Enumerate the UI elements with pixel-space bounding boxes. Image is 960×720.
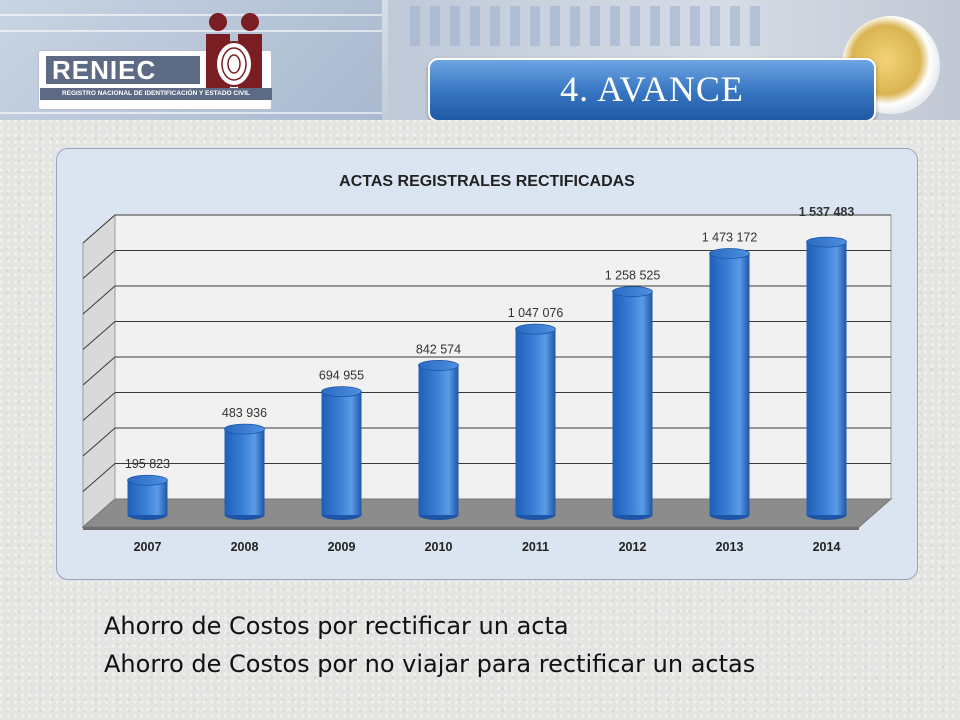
bar xyxy=(224,429,265,515)
x-tick-label: 2012 xyxy=(619,540,647,554)
x-tick-label: 2011 xyxy=(522,540,549,554)
bar-top xyxy=(321,386,362,398)
bar xyxy=(612,291,653,515)
chart-floor-edge xyxy=(83,527,859,530)
bar-top xyxy=(224,423,265,435)
logo-wordmark: RENIEC xyxy=(46,56,200,84)
gridline-side xyxy=(82,356,116,386)
bar xyxy=(418,365,459,515)
bar-top xyxy=(709,248,750,259)
x-tick-label: 2014 xyxy=(813,540,841,554)
bar-top xyxy=(612,286,653,298)
data-label: 1 258 525 xyxy=(605,269,661,283)
gridline-side xyxy=(82,427,116,457)
chart-floor xyxy=(81,498,893,528)
bar-top xyxy=(127,474,168,486)
bar xyxy=(127,480,168,515)
logo-subtitle: REGISTRO NACIONAL DE IDENTIFICACIÓN Y ES… xyxy=(40,88,272,100)
bar-top xyxy=(806,236,847,248)
gridline-side xyxy=(82,285,116,315)
bar-chart: ACTAS REGISTRALES RECTIFICADAS 195 823 200… xyxy=(81,173,893,554)
gridline-side xyxy=(82,392,116,421)
gridline-side xyxy=(82,321,116,350)
chart-title: ACTAS REGISTRALES RECTIFICADAS xyxy=(339,173,635,190)
bar xyxy=(515,329,556,515)
data-label: 1 047 076 xyxy=(508,306,564,320)
fingerprint-logo-icon xyxy=(206,13,262,88)
gridline-side xyxy=(82,214,116,244)
x-tick-label: 2009 xyxy=(328,540,356,554)
gridline-side xyxy=(82,250,116,279)
pixel-pattern-decoration xyxy=(410,6,770,46)
caption-savings-rectify: Ahorro de Costos por rectificar un acta xyxy=(104,612,569,640)
chart-panel: ACTAS REGISTRALES RECTIFICADAS 195 823 200… xyxy=(56,148,918,580)
section-title: 4. AVANCE xyxy=(428,58,876,120)
x-tick-label: 2007 xyxy=(134,540,162,554)
bar xyxy=(321,391,362,515)
bar-top xyxy=(418,360,459,371)
header-banner: RENIEC REGISTRO NACIONAL DE IDENTIFICACI… xyxy=(0,0,960,120)
data-label: 694 955 xyxy=(319,369,364,383)
caption-savings-travel: Ahorro de Costos por no viajar para rect… xyxy=(104,650,756,678)
bar xyxy=(806,242,847,515)
data-label: 842 574 xyxy=(416,342,461,356)
x-tick-label: 2013 xyxy=(716,540,744,554)
x-tick-label: 2010 xyxy=(425,540,453,554)
bar xyxy=(709,253,750,515)
bar-top xyxy=(515,323,556,335)
data-label: 483 936 xyxy=(222,406,267,420)
data-label: 1 473 172 xyxy=(702,231,758,245)
data-label: 195 823 xyxy=(125,457,170,471)
data-label: 1 537 483 xyxy=(799,205,855,219)
gridline-side xyxy=(82,463,116,492)
x-tick-label: 2008 xyxy=(231,540,259,554)
